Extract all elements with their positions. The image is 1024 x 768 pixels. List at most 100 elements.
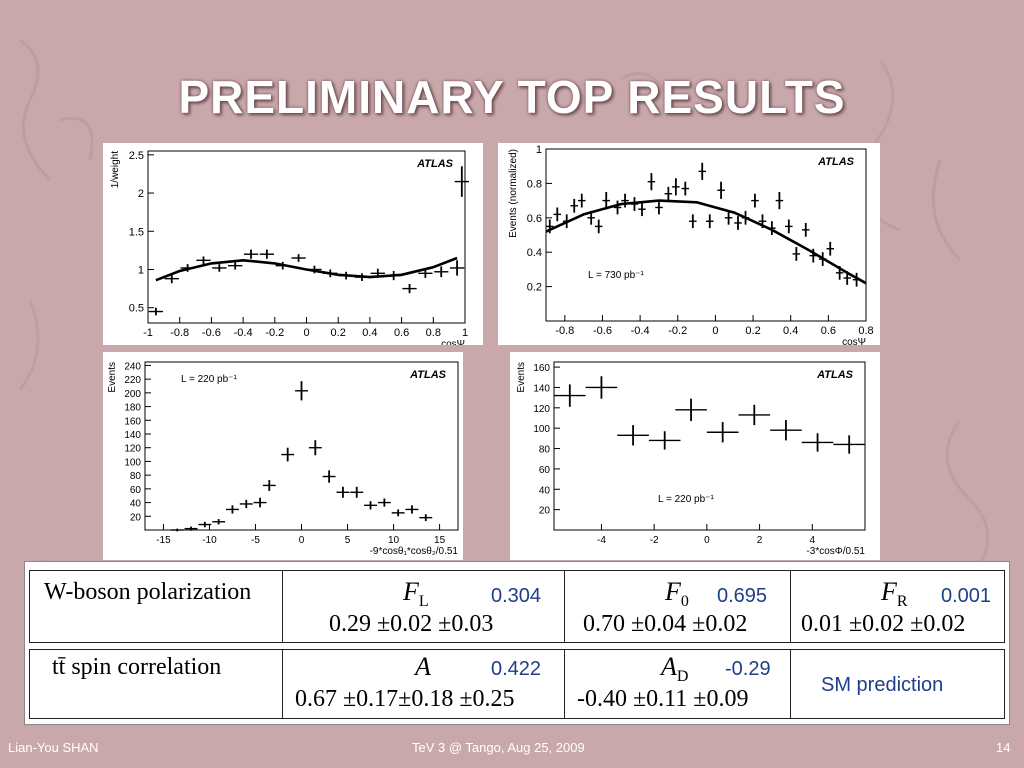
y-tick-label: 0.5 <box>129 303 144 315</box>
results-table: W-boson polarization FL 0.304 0.29 ±0.02… <box>24 561 1010 725</box>
y-tick-label: 40 <box>539 485 551 496</box>
chart-costheta-product: -15 -10 -5 0 5 10 15 20 40 60 80 100 120 140 160 180 200… <box>107 361 459 557</box>
table-cell: SM prediction <box>791 650 1006 718</box>
x-tick-label: -2 <box>650 535 659 546</box>
x-tick-label: 2 <box>757 535 763 546</box>
x-tick-label: -1 <box>143 327 153 339</box>
x-tick-label: -0.8 <box>170 327 189 339</box>
chart-panel-2: -0.8 -0.6 -0.4 -0.2 0 0.2 0.4 0.6 0.8 0.2 0.4 0.6 0.… <box>498 143 880 345</box>
x-tick-label: 1 <box>462 327 468 339</box>
y-tick-label: 0.8 <box>527 178 542 190</box>
value-a: 0.67 ±0.17±0.18 ±0.25 <box>295 686 515 712</box>
table-cell: FL 0.304 0.29 ±0.02 ±0.03 <box>283 571 565 642</box>
y-tick-label: 180 <box>124 403 141 414</box>
chart-cospsi-normalized: -0.8 -0.6 -0.4 -0.2 0 0.2 0.4 0.6 0.8 0.2 0.4 0.6 0.… <box>508 144 874 345</box>
x-tick-label: 4 <box>810 535 816 546</box>
fit-curve <box>155 256 458 282</box>
value-ad: -0.40 ±0.11 ±0.09 <box>577 686 749 712</box>
y-tick-label: 160 <box>124 416 141 427</box>
y-tick-label: 120 <box>533 404 550 415</box>
y-tick-label: 1.5 <box>129 226 144 238</box>
atlas-label: ATLAS <box>409 369 447 381</box>
y-tick-label: 2.5 <box>129 150 144 162</box>
y-axis-label: Events (normalized) <box>508 149 519 238</box>
symbol-ad: AD <box>661 652 689 686</box>
table-cell: F0 0.695 0.70 ±0.04 ±0.02 <box>565 571 791 642</box>
prediction-a: 0.422 <box>491 658 542 680</box>
symbol-fr: FR <box>881 577 908 611</box>
x-tick-label: -10 <box>202 535 217 546</box>
y-tick-label: 2 <box>138 188 144 200</box>
y-tick-label: 140 <box>124 430 141 441</box>
x-tick-label: 0.2 <box>331 327 346 339</box>
x-tick-label: 0.6 <box>394 327 409 339</box>
plot-frame <box>553 361 866 531</box>
y-tick-label: 20 <box>539 506 551 517</box>
x-tick-label: -0.6 <box>202 327 221 339</box>
x-tick-label: 0.8 <box>858 325 873 337</box>
y-tick-label: 60 <box>130 485 142 496</box>
y-tick-label: 0.2 <box>527 282 542 294</box>
symbol-a: A <box>415 652 431 681</box>
prediction-fl: 0.304 <box>491 585 542 607</box>
x-axis-label: -3*cosΦ/0.51 <box>806 546 865 557</box>
x-tick-label: 0.2 <box>745 325 760 337</box>
x-tick-label: 5 <box>345 535 351 546</box>
y-tick-label: 100 <box>124 457 141 468</box>
table-cell: FR 0.001 0.01 ±0.02 ±0.02 <box>791 571 1006 642</box>
x-tick-label: 0 <box>299 535 305 546</box>
chart-panel-4: -4 -2 0 2 4 20 40 60 80 100 120 140 160 ATLAS -3*cosΦ/… <box>510 352 880 560</box>
y-tick-label: 100 <box>533 424 550 435</box>
y-tick-label: 160 <box>533 363 550 374</box>
table-cell: W-boson polarization <box>30 571 283 642</box>
x-tick-label: 0 <box>712 325 718 337</box>
x-tick-label: -5 <box>251 535 260 546</box>
prediction-f0: 0.695 <box>717 585 768 607</box>
value-fl: 0.29 ±0.02 ±0.03 <box>329 611 494 637</box>
footer-event: TeV 3 @ Tango, Aug 25, 2009 <box>412 740 585 755</box>
x-tick-label: -0.4 <box>631 325 650 337</box>
x-tick-label: -0.2 <box>668 325 687 337</box>
y-axis-label: Events <box>107 362 118 393</box>
y-tick-label: 200 <box>124 389 141 400</box>
slide-title: PRELIMINARY TOP RESULTS <box>178 71 846 123</box>
x-axis-label: -9*cosθ₁*cosθ₂/0.51 <box>370 546 459 557</box>
fit-curve <box>545 199 867 285</box>
chart-panel-1: -1 -0.8 -0.6 -0.4 -0.2 0 0.2 0.4 0.6 0.8 1 0.5 1 1.5 2… <box>103 143 483 345</box>
y-tick-label: 120 <box>124 444 141 455</box>
sm-prediction-note: SM prediction <box>821 674 944 696</box>
plot-frame <box>147 150 466 324</box>
y-tick-label: 80 <box>539 445 551 456</box>
prediction-fr: 0.001 <box>941 585 992 607</box>
y-tick-label: 140 <box>533 383 550 394</box>
symbol-fl: FL <box>403 577 429 611</box>
x-tick-label: 15 <box>434 535 446 546</box>
row-label-w-polarization: W-boson polarization <box>44 579 252 605</box>
x-tick-label: -0.8 <box>555 325 574 337</box>
table-row-spin-correlation: tt̄ spin correlation A 0.422 0.67 ±0.17±… <box>29 649 1005 719</box>
x-tick-label: 0.6 <box>821 325 836 337</box>
luminosity-annotation: L = 220 pb⁻¹ <box>181 374 237 385</box>
y-tick-label: 0.4 <box>527 247 542 259</box>
table-cell: A 0.422 0.67 ±0.17±0.18 ±0.25 <box>283 650 565 718</box>
x-tick-label: 10 <box>388 535 400 546</box>
x-axis-label: cosΨ <box>441 339 465 345</box>
chart-cospsi-weight: -1 -0.8 -0.6 -0.4 -0.2 0 0.2 0.4 0.6 0.8 1 0.5 1 1.5 2… <box>110 150 469 345</box>
y-tick-label: 80 <box>130 471 142 482</box>
chart-panel-3: -15 -10 -5 0 5 10 15 20 40 60 80 100 120 140 160 180 200… <box>103 352 463 560</box>
prediction-ad: -0.29 <box>725 658 771 680</box>
y-tick-label: 220 <box>124 375 141 386</box>
table-cell: AD -0.29 -0.40 ±0.11 ±0.09 <box>565 650 791 718</box>
y-tick-label: 1 <box>536 144 542 156</box>
x-tick-label: 0 <box>303 327 309 339</box>
y-tick-label: 1 <box>138 264 144 276</box>
atlas-label: ATLAS <box>816 369 854 381</box>
plot-frame <box>545 148 867 322</box>
chart-cosphi: -4 -2 0 2 4 20 40 60 80 100 120 140 160 ATLAS -3*cosΦ/… <box>516 361 866 557</box>
x-tick-label: -0.4 <box>234 327 253 339</box>
table-row-w-polarization: W-boson polarization FL 0.304 0.29 ±0.02… <box>29 570 1005 643</box>
atlas-label: ATLAS <box>416 158 454 170</box>
y-tick-label: 240 <box>124 361 141 372</box>
footer-author: Lian-You SHAN <box>8 740 99 755</box>
symbol-f0: F0 <box>665 577 689 611</box>
